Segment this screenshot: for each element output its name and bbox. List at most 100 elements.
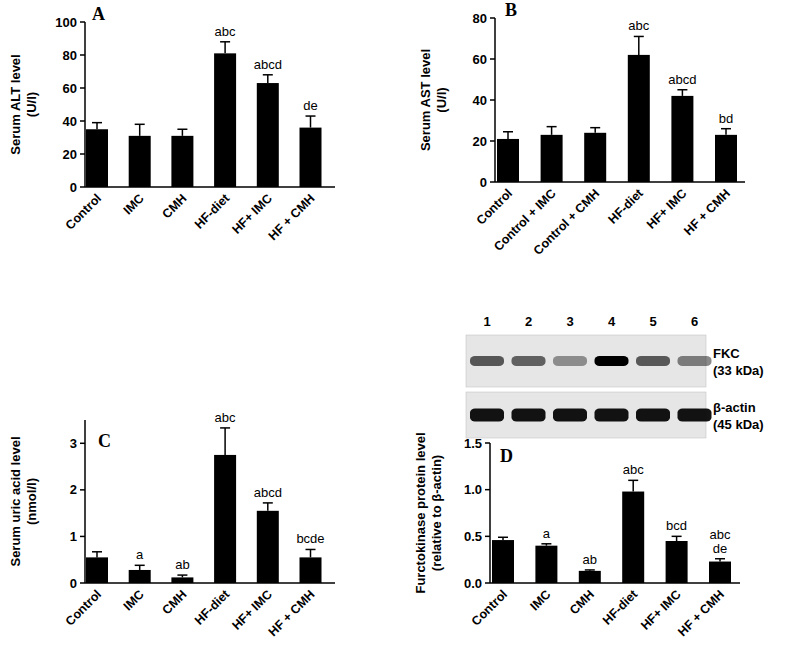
error-cap [628,480,638,482]
bar [300,128,322,187]
error-cap [721,128,731,130]
error-bar [306,116,316,128]
y-label-group: Serum ALT level(U/l) [8,54,39,154]
error-bar [135,565,145,570]
bar [535,546,557,583]
x-tick-label: IMC [527,587,553,613]
error-cap [677,89,687,91]
y-tick [490,58,495,60]
blot-band [595,356,629,366]
y-tick-label: 40 [473,93,487,108]
bar [666,541,688,583]
error-cap [498,537,508,539]
error-line [224,428,226,455]
blot-band [678,356,712,366]
error-line [139,124,141,136]
error-line [632,480,634,491]
x-tick-label: HF + CMH [681,186,733,238]
y-tick [490,17,495,19]
panel-title: A [92,4,105,24]
error-bar [92,552,102,558]
annotation: a [543,526,551,541]
y-tick [485,536,490,538]
y-tick [490,181,495,183]
x-tick-label: HF-diet [192,191,233,232]
lane-number: 6 [691,314,698,329]
bar [171,577,193,583]
x-tick-label: CMH [159,191,189,221]
error-bar [220,42,230,54]
error-cap [585,569,595,571]
error-cap [715,558,725,560]
error-line [310,549,312,557]
x-tick-label: HF+ IMC [638,587,684,633]
y-tick-label: 3 [70,436,77,451]
x-tick-label: CMH [567,587,597,617]
annotation-line: abcd [668,72,696,87]
x-axis [85,582,335,584]
annotation: abc [215,410,236,425]
error-bar [220,428,230,455]
y-label-line: Serum ALT level [8,54,23,154]
y-label: Serum uric acid level(nmol/l) [8,436,39,566]
y-tick [80,153,85,155]
error-line [96,123,98,130]
error-bar [541,544,551,546]
blot-band [636,409,670,422]
bar [579,571,601,583]
error-cap [672,536,682,538]
error-cap [263,502,273,504]
y-tick-label: 60 [473,52,487,67]
annotation-line: de [713,541,727,556]
y-tick-label: 0 [70,180,77,195]
error-cap [541,543,551,545]
blot-band [553,409,587,422]
x-axis [490,582,740,584]
lane-number: 2 [525,314,532,329]
x-tick-label: CMH [159,587,189,617]
error-line [682,90,684,96]
bar [214,53,236,187]
y-label: Serum AST level(U/l) [418,49,449,151]
blot-band [512,409,546,422]
y-label-line: Serum AST level [418,49,433,151]
error-cap [92,122,102,124]
y-tick [80,120,85,122]
bar [257,511,279,583]
bar [709,562,731,583]
bar [214,455,236,583]
y-label-line: (U/l) [434,87,449,112]
panel: 0.00.51.01.5Furctokinase protein level(r… [413,432,740,639]
y-tick-label: 20 [63,147,77,162]
error-bar [628,480,638,491]
bar [497,139,519,182]
y-tick-label: 40 [63,114,77,129]
y-label-line: (U/l) [24,92,39,117]
y-tick-label: 60 [63,81,77,96]
y-tick [80,21,85,23]
annotation-line: de [303,98,317,113]
annotation: abcde [710,527,731,556]
annotation-line: abc [628,18,649,33]
error-bar [263,75,273,83]
error-cap [263,74,273,76]
error-line [267,75,269,83]
error-line [267,503,269,511]
y-label-group: Serum uric acid level(nmol/l) [8,436,39,566]
y-tick-label: 80 [63,48,77,63]
y-tick [490,99,495,101]
blot-band [678,409,712,422]
y-axis [84,420,86,583]
annotation: abcd [668,72,696,87]
y-tick [80,489,85,491]
y-label-line: Furctokinase protein level [413,432,428,593]
annotation-line: abc [623,462,644,477]
error-bar [503,132,513,139]
error-line [551,127,553,135]
error-bar [547,127,557,135]
error-cap [503,131,513,133]
bar [129,570,151,583]
lane-number: 3 [566,314,573,329]
error-cap [135,124,145,126]
annotation: ab [175,557,189,572]
